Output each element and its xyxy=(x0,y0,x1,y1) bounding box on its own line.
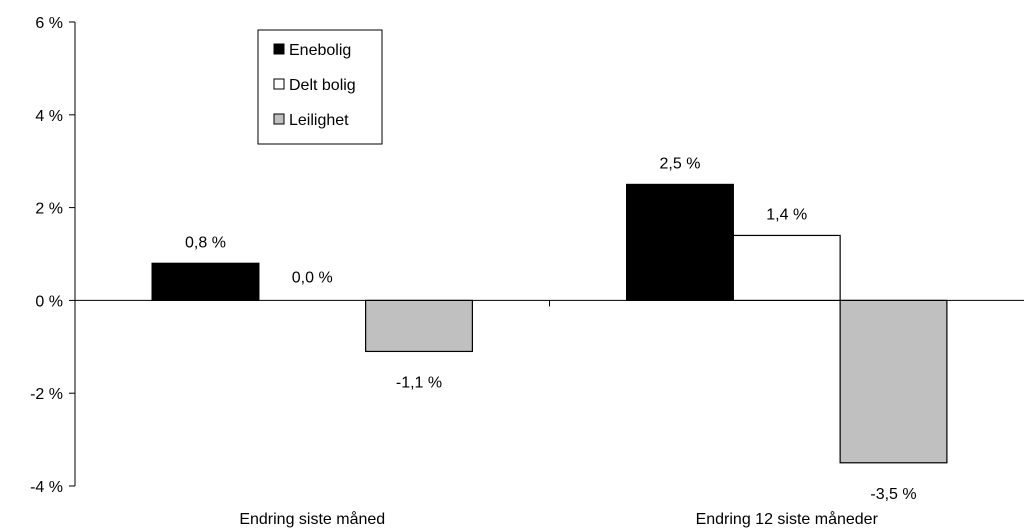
legend-label: Leilighet xyxy=(289,112,349,129)
legend-label: Delt bolig xyxy=(289,77,356,94)
bar-enebolig xyxy=(151,262,260,301)
data-label: -1,1 % xyxy=(396,374,442,391)
category-label: Endring siste måned xyxy=(239,510,385,528)
legend-label: Enebolig xyxy=(289,42,351,59)
data-label: 0,8 % xyxy=(185,234,226,251)
bar-leilighet xyxy=(839,299,948,464)
bar-delt-bolig xyxy=(732,234,841,302)
bar-enebolig xyxy=(626,183,734,301)
y-tick-label: 2 % xyxy=(35,201,63,218)
y-tick-label: -4 % xyxy=(30,479,63,496)
bars xyxy=(151,183,948,464)
y-axis: 6 % 4 % 2 % 0 % -2 % -4 % xyxy=(30,15,76,496)
data-label: -3,5 % xyxy=(870,486,916,503)
y-tick-label: 0 % xyxy=(35,293,63,310)
legend-swatch xyxy=(273,78,285,90)
bar-leilighet xyxy=(365,299,473,353)
y-tick-label: -2 % xyxy=(30,386,63,403)
data-labels: 0,8 % 0,0 % -1,1 % 2,5 % 1,4 % -3,5 % xyxy=(185,155,917,502)
data-label: 1,4 % xyxy=(766,206,807,223)
category-label: Endring 12 siste måneder xyxy=(696,510,879,528)
legend-swatch xyxy=(273,113,285,125)
data-label: 2,5 % xyxy=(660,155,701,172)
x-axis: Endring siste måned Endring 12 siste måne… xyxy=(75,299,1024,528)
y-tick-label: 4 % xyxy=(35,108,63,125)
legend-swatch xyxy=(273,43,285,55)
legend: Enebolig Delt bolig Leilighet xyxy=(257,29,383,145)
y-tick-label: 6 % xyxy=(35,15,63,32)
data-label: 0,0 % xyxy=(292,269,333,286)
